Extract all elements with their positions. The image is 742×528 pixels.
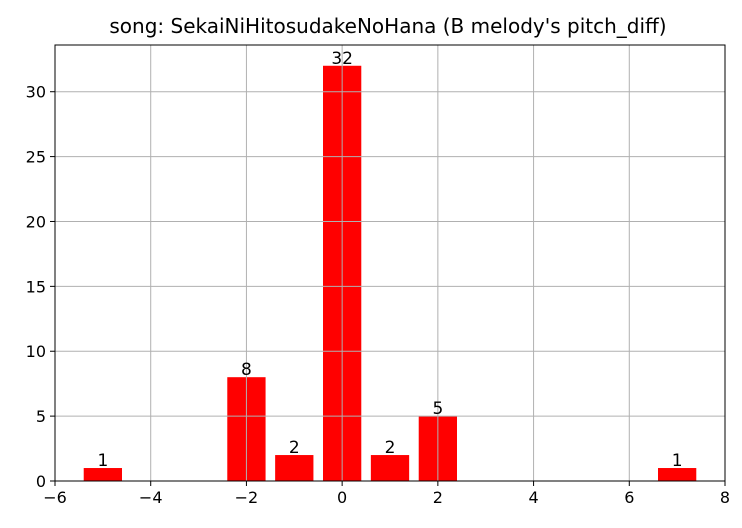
x-tick-label-2: −2 xyxy=(235,488,259,507)
x-tick-label-6: 6 xyxy=(624,488,634,507)
data-label-2: 2 xyxy=(289,438,300,458)
bars xyxy=(83,65,697,481)
bar-0 xyxy=(83,468,122,481)
y-tick-label-1: 5 xyxy=(36,407,46,426)
x-tick-label-7: 8 xyxy=(720,488,730,507)
x-tick-label-5: 4 xyxy=(528,488,538,507)
x-tick-label-1: −4 xyxy=(139,488,163,507)
y-tick-label-5: 25 xyxy=(26,148,46,167)
chart-title: song: SekaiNiHitosudakeNoHana (B melody'… xyxy=(109,14,666,38)
y-tick-label-4: 20 xyxy=(26,212,46,231)
bar-2 xyxy=(275,455,314,481)
data-label-5: 5 xyxy=(432,399,443,419)
grid xyxy=(55,45,725,481)
x-tick-label-4: 2 xyxy=(433,488,443,507)
data-label-1: 8 xyxy=(241,360,252,380)
data-label-0: 1 xyxy=(97,451,108,471)
data-labels: 1 8 2 32 2 5 1 xyxy=(97,49,682,471)
axes-frame xyxy=(54,44,726,482)
y-tick-label-3: 15 xyxy=(26,277,46,296)
x-tick-label-3: 0 xyxy=(337,488,347,507)
data-label-3: 32 xyxy=(331,49,353,69)
y-tick-label-0: 0 xyxy=(36,472,46,491)
y-tick-label-2: 10 xyxy=(26,342,46,361)
data-label-6: 1 xyxy=(672,451,683,471)
bar-4 xyxy=(370,455,410,481)
bar-6 xyxy=(658,468,697,481)
x-tick-label-0: −6 xyxy=(43,488,67,507)
y-tick-label-6: 30 xyxy=(26,83,46,102)
data-label-4: 2 xyxy=(385,438,396,458)
